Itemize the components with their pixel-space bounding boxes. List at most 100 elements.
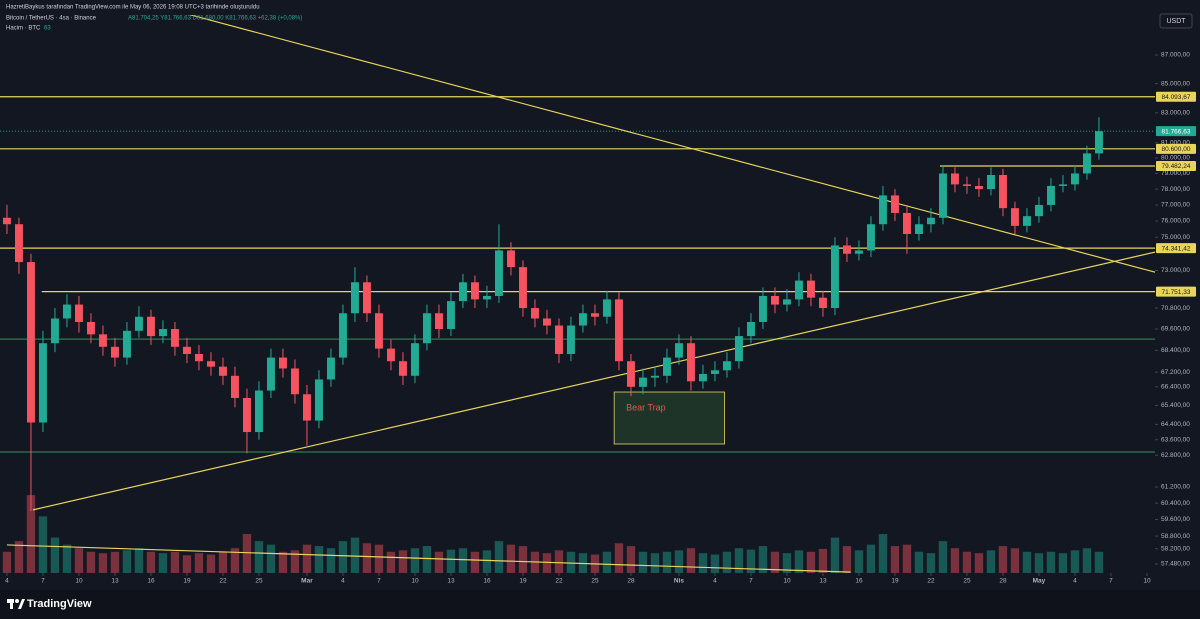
- volume-bar: [506, 544, 516, 573]
- candle-body: [1095, 131, 1103, 154]
- candle-body: [135, 316, 143, 331]
- candle-body: [507, 250, 515, 268]
- candle-body: [819, 297, 827, 309]
- y-tick-label: 58.800,00: [1161, 533, 1190, 540]
- volume-bar: [566, 551, 576, 573]
- candle-body: [315, 379, 323, 421]
- volume-bar: [14, 541, 24, 573]
- candle-body: [435, 313, 443, 330]
- candle-body: [387, 348, 395, 362]
- volume-bar: [398, 550, 408, 573]
- candle-body: [567, 325, 575, 354]
- y-tick-label: 77.000,00: [1161, 202, 1190, 209]
- candle-body: [1071, 173, 1079, 185]
- y-tick-label: 58.200,00: [1161, 545, 1190, 552]
- candle-body: [75, 304, 83, 322]
- x-tick-label: 25: [963, 578, 971, 585]
- level-label-box: [1156, 243, 1196, 254]
- volume-bar: [38, 516, 48, 573]
- symbol: Bitcoin / TetherUS · 4sa · Binance: [6, 16, 97, 22]
- candle-body: [1035, 204, 1043, 217]
- y-tick-label: 66.400,00: [1161, 384, 1190, 391]
- x-tick-label: 4: [341, 578, 345, 585]
- volume-bar: [902, 544, 912, 573]
- x-tick-label: 16: [483, 578, 491, 585]
- volume-bar: [86, 551, 96, 573]
- level-label-box: [1156, 91, 1196, 102]
- level-label: 79.482,24: [1162, 163, 1191, 170]
- logo-shape: [10, 599, 13, 609]
- trendline: [189, 15, 1155, 273]
- y-tick-label: 83.000,00: [1161, 110, 1190, 117]
- x-tick-label: 10: [1143, 578, 1151, 585]
- brand: TradingView: [27, 598, 92, 610]
- volume-bar: [662, 551, 672, 573]
- volume-bar: [746, 549, 756, 573]
- x-tick-label: Mar: [301, 578, 313, 585]
- candle-body: [855, 250, 863, 254]
- currency-box: [1159, 13, 1193, 29]
- candle-body: [303, 394, 311, 421]
- volume-bar: [734, 548, 744, 573]
- candle-body: [1059, 184, 1067, 186]
- candle-body: [207, 361, 215, 367]
- y-tick-label: 68.400,00: [1161, 347, 1190, 354]
- candle-body: [183, 346, 191, 354]
- candle-body: [243, 397, 251, 433]
- level-label-box: [1156, 126, 1196, 137]
- candle-body: [639, 377, 647, 387]
- volume-bar: [410, 548, 420, 573]
- y-tick-label: 57.480,00: [1161, 561, 1190, 568]
- volume-bar: [1094, 551, 1104, 573]
- y-tick-label: 87.000,00: [1161, 52, 1190, 59]
- candle-body: [99, 334, 107, 347]
- candle-body: [975, 185, 983, 190]
- x-tick-label: 13: [111, 578, 119, 585]
- y-tick-label: 76.000,00: [1161, 218, 1190, 225]
- candle-body: [879, 195, 887, 225]
- x-tick-label: 28: [999, 578, 1007, 585]
- candle-body: [447, 301, 455, 330]
- candle-body: [255, 390, 263, 433]
- volume-bar: [470, 551, 480, 573]
- candle-body: [579, 313, 587, 326]
- credit: HazretiBaykus tarafından TradingView.com…: [6, 5, 260, 11]
- y-tick-label: 75.000,00: [1161, 234, 1190, 241]
- x-tick-label: 25: [255, 578, 263, 585]
- candle-body: [627, 361, 635, 387]
- y-tick-label: 62.800,00: [1161, 452, 1190, 459]
- volume-bar: [890, 546, 900, 573]
- candle-body: [3, 217, 11, 225]
- volume-bar: [986, 550, 996, 573]
- volume-bar: [1022, 551, 1032, 573]
- volume-bar: [842, 546, 852, 573]
- volume-bar: [122, 550, 132, 573]
- volume-bar: [602, 551, 612, 573]
- candle-body: [759, 295, 767, 322]
- volume-bar: [830, 537, 840, 573]
- x-tick-label: 16: [855, 578, 863, 585]
- logo: [7, 599, 25, 609]
- volume-bar: [770, 551, 780, 573]
- volume-bar: [542, 553, 552, 573]
- volume-bar: [1034, 553, 1044, 573]
- volume-bar: [50, 537, 60, 573]
- y-tick-label: 79.000,00: [1161, 170, 1190, 177]
- x-tick-label: 13: [819, 578, 827, 585]
- candle-body: [171, 329, 179, 347]
- candle-body: [351, 282, 359, 314]
- candle-body: [663, 357, 671, 376]
- volume-bar: [926, 553, 936, 573]
- candle-body: [1023, 216, 1031, 226]
- candle-body: [15, 224, 23, 263]
- candle-body: [471, 282, 479, 300]
- volume-bar: [806, 551, 816, 573]
- candle-body: [1047, 185, 1055, 205]
- footer-bar: [0, 590, 1200, 619]
- candle-body: [51, 318, 59, 344]
- volume-bar: [866, 544, 876, 573]
- volume-bar: [254, 541, 264, 573]
- x-tick-label: 19: [519, 578, 527, 585]
